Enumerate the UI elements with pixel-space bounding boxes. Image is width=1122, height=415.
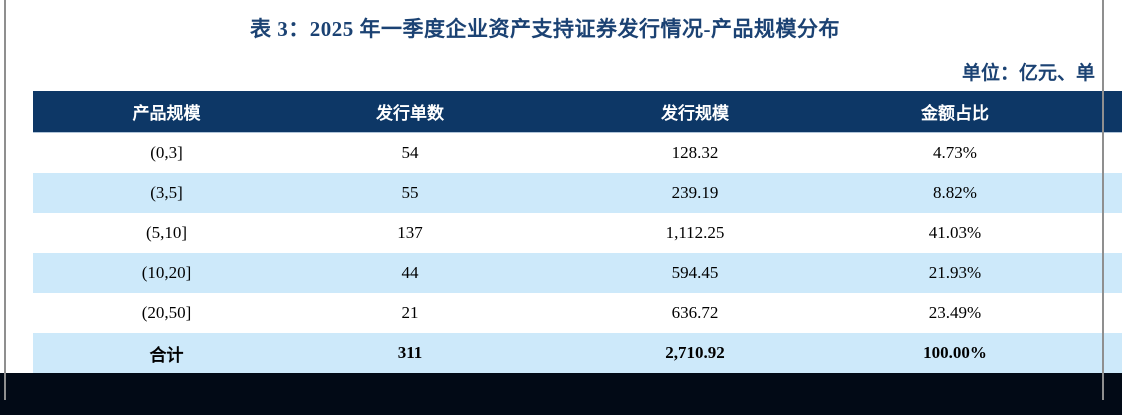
cell-issue-count: 21 xyxy=(401,303,419,322)
table-row: (10,20] 44 594.45 21.93% xyxy=(33,253,1122,293)
cell-amount-share: 23.49% xyxy=(928,303,982,322)
cell-amount-share: 100.00% xyxy=(923,343,987,362)
cell-product-scale: (3,5] xyxy=(150,183,183,202)
header-cell-product-scale: 产品规模 xyxy=(132,104,201,123)
cell-issue-scale: 1,112.25 xyxy=(665,223,725,242)
page-edge-left-rule xyxy=(4,0,6,400)
cell-issue-scale: 128.32 xyxy=(671,143,719,162)
table-row: (0,3] 54 128.32 4.73% xyxy=(33,133,1122,173)
cell-issue-count: 44 xyxy=(401,263,419,282)
bottom-dark-bar xyxy=(0,373,1122,415)
cell-issue-scale: 594.45 xyxy=(671,263,719,282)
table-row: (20,50] 21 636.72 23.49% xyxy=(33,293,1122,333)
table-body: (0,3] 54 128.32 4.73% (3,5] 55 239.19 8.… xyxy=(33,133,1122,373)
header-cell-issue-scale: 发行规模 xyxy=(661,104,729,123)
cell-product-scale: (20,50] xyxy=(141,303,192,322)
product-scale-table: 产品规模 发行单数 发行规模 金额占比 (0,3] 54 128.32 4.73… xyxy=(33,91,1122,375)
cell-amount-share: 41.03% xyxy=(928,223,982,242)
page-edge-right-rule xyxy=(1102,0,1104,400)
cell-issue-scale: 636.72 xyxy=(671,303,719,322)
cell-product-scale: (10,20] xyxy=(141,263,192,282)
cell-issue-scale: 239.19 xyxy=(671,183,719,202)
table-header-row: 产品规模 发行单数 发行规模 金额占比 xyxy=(33,91,1122,133)
cell-product-scale: (5,10] xyxy=(145,223,188,242)
cell-product-scale: 合计 xyxy=(149,345,184,365)
unit-label: 单位：亿元、单 xyxy=(962,63,1096,84)
cell-issue-count: 55 xyxy=(401,183,419,202)
header-cell-issue-count: 发行单数 xyxy=(376,104,444,123)
cell-amount-share: 4.73% xyxy=(933,143,977,162)
cell-issue-count: 137 xyxy=(397,223,423,242)
table-row-total: 合计 311 2,710.92 100.00% xyxy=(33,333,1122,373)
cell-amount-share: 8.82% xyxy=(933,183,977,202)
table-row: (5,10] 137 1,112.25 41.03% xyxy=(33,213,1122,253)
header-cell-amount-share: 金额占比 xyxy=(921,104,989,123)
cell-issue-count: 54 xyxy=(401,143,419,162)
cell-issue-count: 311 xyxy=(397,343,423,362)
cell-product-scale: (0,3] xyxy=(150,143,183,162)
table-row: (3,5] 55 239.19 8.82% xyxy=(33,173,1122,213)
table-title: 表 3：2025 年一季度企业资产支持证券发行情况-产品规模分布 xyxy=(250,17,840,41)
cell-issue-scale: 2,710.92 xyxy=(665,343,725,362)
cell-amount-share: 21.93% xyxy=(928,263,982,282)
